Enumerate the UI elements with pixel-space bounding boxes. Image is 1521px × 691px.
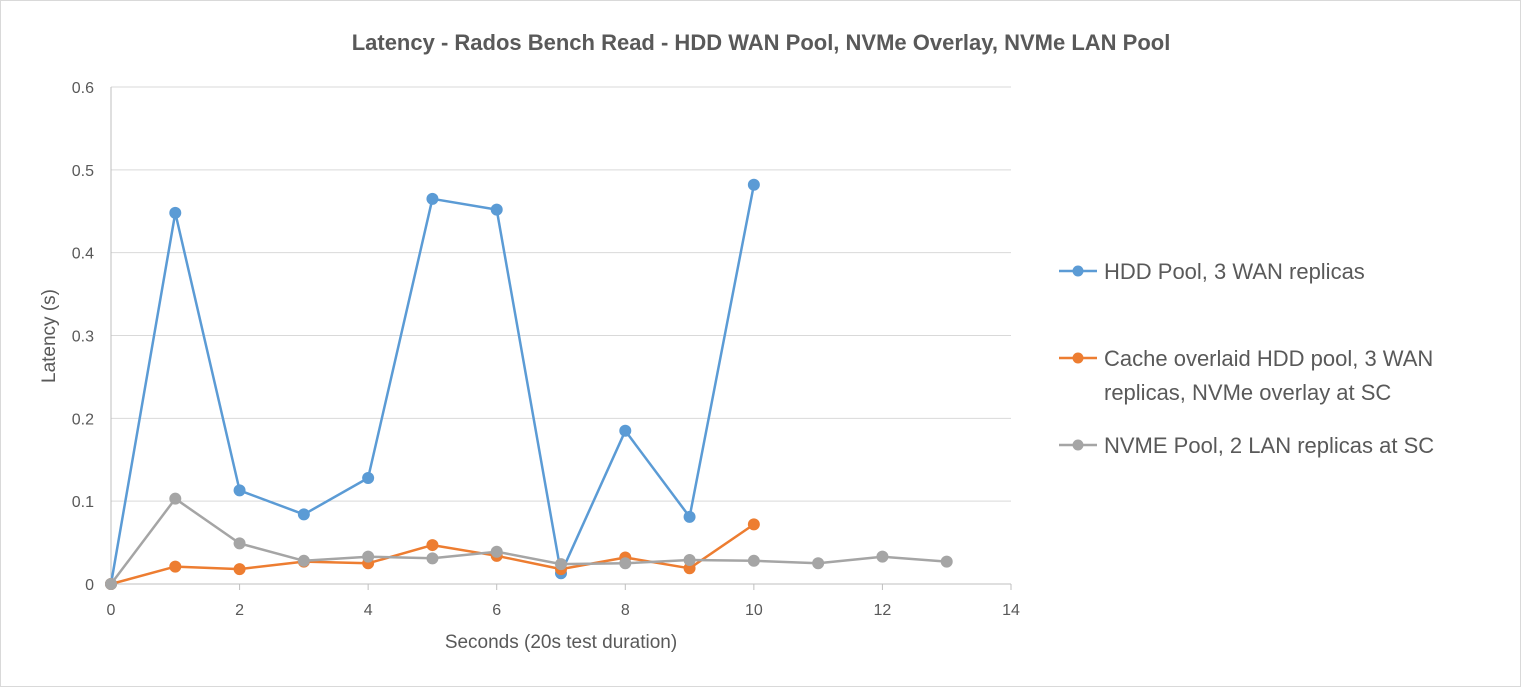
data-point xyxy=(297,554,310,567)
data-point xyxy=(683,510,696,523)
data-point xyxy=(876,550,889,563)
data-point xyxy=(812,557,825,570)
series-group xyxy=(105,178,953,590)
data-point xyxy=(426,539,439,552)
chart-title: Latency - Rados Bench Read - HDD WAN Poo… xyxy=(352,30,1171,55)
data-point xyxy=(683,553,696,566)
axes xyxy=(110,87,1012,590)
data-point xyxy=(362,550,375,563)
data-point xyxy=(105,578,117,590)
data-point xyxy=(747,554,760,567)
gridlines xyxy=(111,86,1011,502)
x-tick-label: 2 xyxy=(235,602,244,619)
legend-item-1: Cache overlaid HDD pool, 3 WAN replicas, … xyxy=(1059,346,1433,405)
legend-item-2: NVME Pool, 2 LAN replicas at SC xyxy=(1059,433,1434,458)
data-point xyxy=(747,178,760,191)
x-tick-label: 8 xyxy=(621,602,630,619)
series-2 xyxy=(105,492,953,590)
legend-label: replicas, NVMe overlay at SC xyxy=(1104,380,1391,405)
legend-label: HDD Pool, 3 WAN replicas xyxy=(1104,259,1365,284)
legend-item-0: HDD Pool, 3 WAN replicas xyxy=(1059,259,1365,284)
y-tick-label: 0.6 xyxy=(72,80,94,97)
legend-swatch-marker xyxy=(1072,439,1084,451)
legend-swatch-marker xyxy=(1072,352,1084,364)
x-tick-label: 4 xyxy=(364,602,373,619)
legend: HDD Pool, 3 WAN replicas Cache overlaid H… xyxy=(1059,259,1434,458)
y-tick-label: 0.3 xyxy=(72,329,94,346)
y-tick-label: 0.2 xyxy=(72,411,94,428)
legend-swatch-marker xyxy=(1072,265,1084,277)
x-tick-label: 0 xyxy=(107,602,116,619)
legend-label: NVME Pool, 2 LAN replicas at SC xyxy=(1104,433,1434,458)
y-tick-label: 0.5 xyxy=(72,163,94,180)
data-point xyxy=(233,563,246,576)
data-point xyxy=(233,537,246,550)
x-axis-ticks: 0 2 4 6 8 10 12 14 xyxy=(107,602,1020,619)
data-point xyxy=(619,424,632,437)
y-tick-label: 0 xyxy=(85,577,94,594)
data-point xyxy=(233,484,246,497)
y-axis-title: Latency (s) xyxy=(39,289,60,383)
data-point xyxy=(426,192,439,205)
data-point xyxy=(555,558,567,571)
data-point xyxy=(169,492,182,505)
data-point xyxy=(169,206,182,219)
x-tick-label: 12 xyxy=(874,602,892,619)
series-0 xyxy=(105,178,760,590)
data-point xyxy=(297,508,310,521)
legend-label: Cache overlaid HDD pool, 3 WAN xyxy=(1104,346,1433,371)
data-point xyxy=(426,552,439,565)
data-point xyxy=(490,203,503,216)
x-tick-label: 14 xyxy=(1002,602,1020,619)
series-line xyxy=(109,184,756,585)
data-point xyxy=(619,557,632,570)
data-point xyxy=(940,555,953,568)
data-point xyxy=(169,560,182,573)
y-axis-ticks: 0 0.1 0.2 0.3 0.4 0.5 0.6 xyxy=(72,80,94,594)
data-point xyxy=(747,518,760,531)
x-axis-title: Seconds (20s test duration) xyxy=(445,632,677,653)
series-line xyxy=(110,497,947,585)
y-tick-label: 0.1 xyxy=(72,494,94,511)
x-tick-label: 6 xyxy=(492,602,501,619)
data-point xyxy=(362,471,375,484)
y-tick-label: 0.4 xyxy=(72,246,94,263)
data-point xyxy=(490,545,503,558)
x-tick-label: 10 xyxy=(745,602,763,619)
